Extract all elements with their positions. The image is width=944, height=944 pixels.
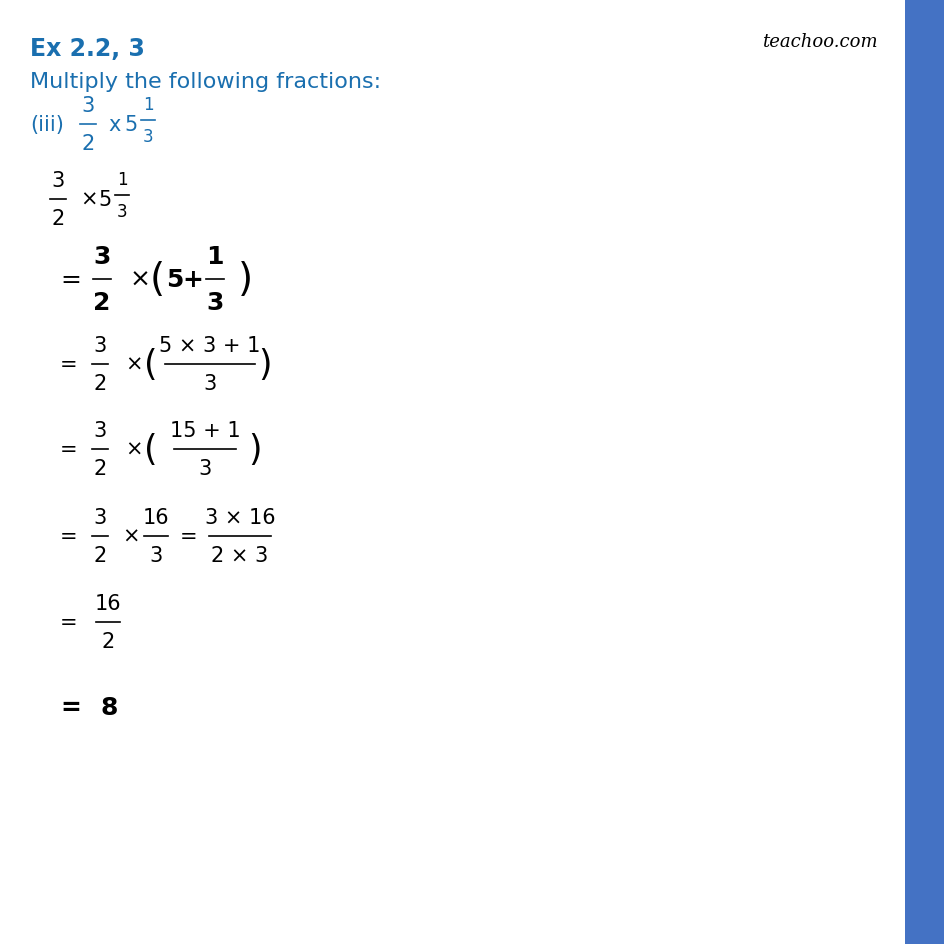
- Text: 1: 1: [206, 244, 224, 268]
- Text: 3: 3: [51, 171, 64, 191]
- Text: 5: 5: [166, 268, 183, 292]
- Text: =: =: [179, 527, 197, 547]
- Text: =: =: [59, 355, 77, 375]
- Text: 1: 1: [143, 95, 153, 113]
- Text: ×: ×: [80, 190, 97, 210]
- Text: 3: 3: [93, 507, 107, 527]
- Text: 2: 2: [101, 632, 114, 651]
- Text: 3: 3: [143, 128, 153, 146]
- Text: Ex 2.2, 3: Ex 2.2, 3: [30, 37, 144, 61]
- Text: 3: 3: [203, 374, 216, 394]
- Text: Multiply the following fractions:: Multiply the following fractions:: [30, 72, 380, 92]
- Text: +: +: [182, 268, 203, 292]
- Text: 5 × 3 + 1: 5 × 3 + 1: [160, 335, 261, 355]
- Text: 8: 8: [100, 696, 117, 719]
- Text: 3 × 16: 3 × 16: [205, 507, 275, 527]
- Bar: [904, 0, 944, 944]
- Text: x: x: [108, 115, 120, 135]
- Text: teachoo.com: teachoo.com: [762, 33, 877, 51]
- Text: (: (: [150, 261, 165, 298]
- Text: ): ): [258, 347, 271, 381]
- Text: 2: 2: [93, 546, 107, 565]
- Text: =: =: [59, 613, 77, 632]
- Text: 3: 3: [149, 546, 162, 565]
- Text: 3: 3: [81, 95, 94, 115]
- Text: ): ): [247, 432, 261, 466]
- Text: 3: 3: [206, 291, 224, 315]
- Text: 2: 2: [93, 291, 110, 315]
- Text: =: =: [59, 696, 81, 719]
- Text: =: =: [59, 268, 81, 292]
- Text: ×: ×: [122, 527, 140, 547]
- Text: ×: ×: [125, 440, 143, 460]
- Text: =: =: [59, 527, 77, 547]
- Text: ×: ×: [130, 268, 151, 292]
- Text: 3: 3: [116, 203, 127, 221]
- Text: 1: 1: [116, 170, 127, 189]
- Text: ): ): [238, 261, 253, 298]
- Text: 3: 3: [198, 459, 211, 479]
- Text: (: (: [143, 432, 158, 466]
- Text: 2: 2: [51, 209, 64, 229]
- Text: 3: 3: [93, 244, 110, 268]
- Text: 16: 16: [94, 593, 121, 613]
- Text: 3: 3: [93, 420, 107, 440]
- Text: 2 × 3: 2 × 3: [211, 546, 268, 565]
- Text: (: (: [143, 347, 158, 381]
- Text: 3: 3: [93, 335, 107, 355]
- Text: 15 + 1: 15 + 1: [170, 420, 240, 440]
- Text: 2: 2: [93, 459, 107, 479]
- Text: ×: ×: [125, 355, 143, 375]
- Text: 5: 5: [124, 115, 137, 135]
- Text: (iii): (iii): [30, 115, 64, 135]
- Text: 2: 2: [81, 134, 94, 154]
- Text: 5: 5: [98, 190, 111, 210]
- Text: 16: 16: [143, 507, 169, 527]
- Text: 2: 2: [93, 374, 107, 394]
- Text: =: =: [59, 440, 77, 460]
